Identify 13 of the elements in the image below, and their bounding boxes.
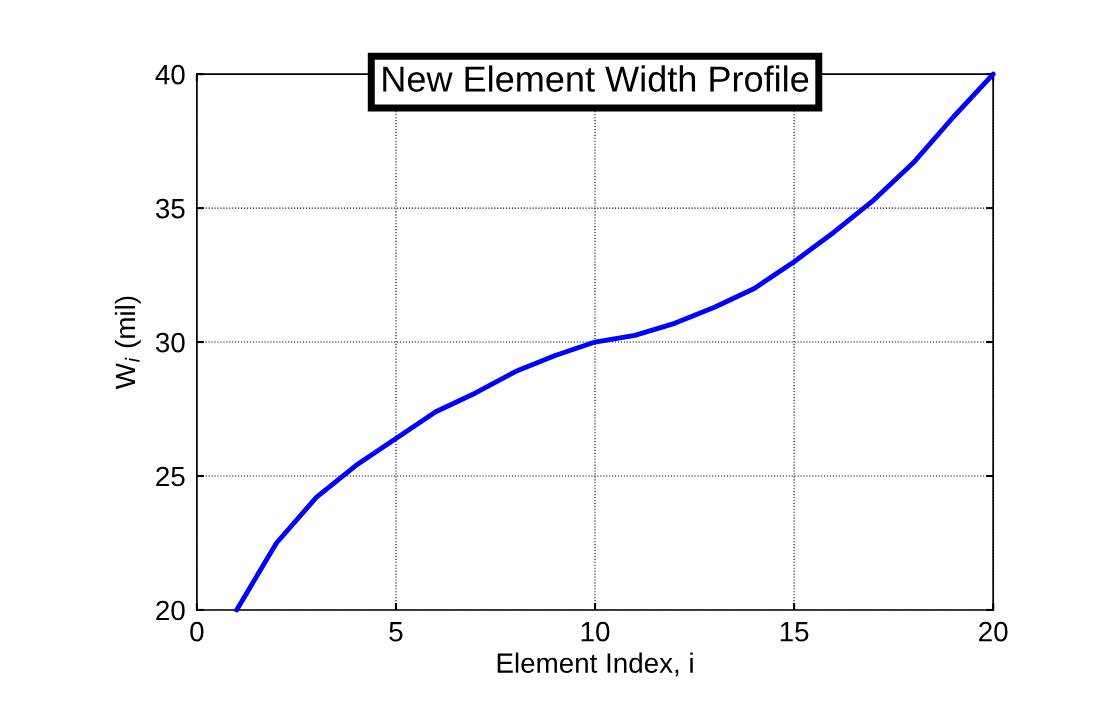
y-tick-label: 35 <box>155 198 185 219</box>
x-tick-label: 0 <box>190 621 204 642</box>
y-tick-label: 30 <box>155 332 185 353</box>
x-tick-label: 20 <box>979 621 1008 642</box>
x-axis-title: Element Index, i <box>497 652 693 677</box>
y-axis-title: W$_{i}$ (mil) <box>114 296 141 390</box>
y-tick-label: 20 <box>156 600 185 621</box>
chart-title: New Element Width Profile <box>383 65 809 92</box>
x-tick-label: 5 <box>389 622 403 642</box>
y-tick-label: 40 <box>155 64 185 85</box>
y-tick-label: 25 <box>156 466 185 487</box>
x-tick-label: 15 <box>780 622 809 642</box>
x-tick-label: 10 <box>581 621 610 642</box>
